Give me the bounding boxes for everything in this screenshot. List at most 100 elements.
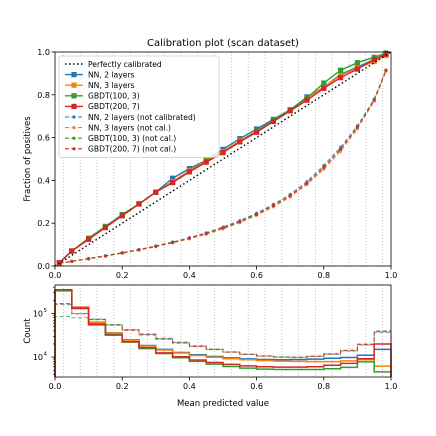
top-series-layer <box>54 50 392 267</box>
legend-label: NN, 3 layers (not cal.) <box>88 123 171 132</box>
data-point <box>87 257 91 261</box>
data-point <box>321 80 327 86</box>
data-point <box>238 220 242 224</box>
data-point <box>153 189 159 195</box>
x-tick-label: 1.0 <box>385 382 398 391</box>
top-y-ticks: 0.0 0.2 0.4 0.6 0.8 1.0 <box>37 48 55 271</box>
legend-entry: GBDT(200, 7) (not cal.) <box>65 145 176 154</box>
data-point <box>338 75 344 81</box>
chart-title: Calibration plot (scan dataset) <box>147 38 299 49</box>
bottom-x-ticks: 0.0 0.2 0.4 0.6 0.8 1.0 <box>49 377 398 391</box>
data-point <box>322 165 326 170</box>
data-point <box>371 56 377 63</box>
legend-box <box>58 55 220 158</box>
bottom-y-axis-label: Count <box>23 318 33 344</box>
data-point <box>321 85 327 91</box>
legend-marker <box>71 93 77 99</box>
y-tick-label: 0.2 <box>37 219 50 228</box>
legend-label: NN, 2 layers <box>88 70 134 79</box>
histogram-step <box>54 289 392 377</box>
data-point <box>154 244 158 248</box>
data-point <box>338 67 344 73</box>
data-point <box>384 68 388 72</box>
data-point <box>288 194 292 198</box>
legend-entry: NN, 2 layers (not calibrated) <box>65 113 196 122</box>
y-tick-label: 0.6 <box>37 134 50 143</box>
data-point <box>86 236 92 242</box>
series-line <box>59 69 387 264</box>
data-point <box>270 118 276 125</box>
x-tick-label: 0.6 <box>250 271 263 280</box>
x-tick-label: 0.4 <box>183 382 196 391</box>
x-tick-label: 1.0 <box>385 271 398 280</box>
y-tick-label: 0.4 <box>37 176 50 185</box>
data-point <box>372 98 376 102</box>
data-point <box>186 169 192 175</box>
data-point <box>70 259 74 263</box>
legend-marker <box>71 72 77 78</box>
top-y-axis-label: Fraction of positives <box>23 116 33 202</box>
data-point <box>137 248 141 252</box>
top-axes-frame <box>54 51 392 267</box>
y-tick-label: 0.0 <box>37 262 50 271</box>
data-point <box>204 231 208 236</box>
legend-entry: GBDT(100, 3) (not cal.) <box>65 134 176 143</box>
legend-label: Perfectly calibrated <box>88 60 162 69</box>
legend-marker <box>71 82 77 88</box>
legend-marker <box>71 103 77 109</box>
legend-label: NN, 3 layers <box>88 81 134 90</box>
bottom-x-axis-label: Mean predicted value <box>177 399 269 409</box>
bottom-series-layer <box>54 289 392 377</box>
y-tick-label: 0.8 <box>37 91 50 100</box>
legend-entry: NN, 3 layers <box>65 81 134 90</box>
data-point <box>69 248 75 254</box>
bottom-grid <box>63 285 384 377</box>
x-tick-label: 0.2 <box>116 271 129 280</box>
data-point <box>254 129 260 135</box>
legend-label: GBDT(100, 3) <box>88 92 140 101</box>
hist-gbdt-200-7- <box>54 289 392 377</box>
x-tick-label: 0.6 <box>250 382 263 391</box>
series-gbdt-200-7-not-cal- <box>57 68 388 266</box>
y-tick-exponent: 4 <box>44 352 48 358</box>
x-tick-label: 0.0 <box>49 271 62 280</box>
legend-marker <box>72 147 76 151</box>
data-point <box>304 97 310 103</box>
legend-entry: NN, 3 layers (not cal.) <box>65 123 171 132</box>
legend-label: NN, 2 layers (not calibrated) <box>88 113 196 122</box>
data-point <box>354 60 360 66</box>
legend-entry: GBDT(200, 7) <box>65 102 140 111</box>
x-tick-label: 0.2 <box>116 382 129 391</box>
legend-label: GBDT(100, 3) (not cal.) <box>88 134 176 143</box>
legend-entry: Perfectly calibrated <box>65 60 162 69</box>
x-tick-label: 0.8 <box>317 382 330 391</box>
data-point <box>271 204 275 208</box>
legend-marker <box>72 136 76 140</box>
y-tick-label: 10 <box>33 353 43 362</box>
y-tick-label: 10 <box>33 309 43 318</box>
legend-marker <box>72 115 76 119</box>
data-point <box>339 147 343 151</box>
x-tick-label: 0.8 <box>317 271 330 280</box>
data-point <box>103 254 107 258</box>
data-point <box>255 212 259 217</box>
data-point <box>383 51 389 57</box>
data-point <box>220 149 226 156</box>
legend-entry: NN, 2 layers <box>65 70 134 79</box>
data-point <box>221 226 225 230</box>
data-point <box>187 236 191 240</box>
data-point <box>354 66 360 72</box>
data-point <box>170 175 176 181</box>
data-point <box>237 139 243 145</box>
series-gbdt-200-7- <box>56 51 389 266</box>
legend-label: GBDT(200, 7) <box>88 102 140 111</box>
data-point <box>305 181 309 185</box>
data-point <box>136 201 142 207</box>
data-point <box>171 240 175 245</box>
data-point <box>203 159 209 165</box>
x-tick-label: 0.4 <box>183 271 196 280</box>
